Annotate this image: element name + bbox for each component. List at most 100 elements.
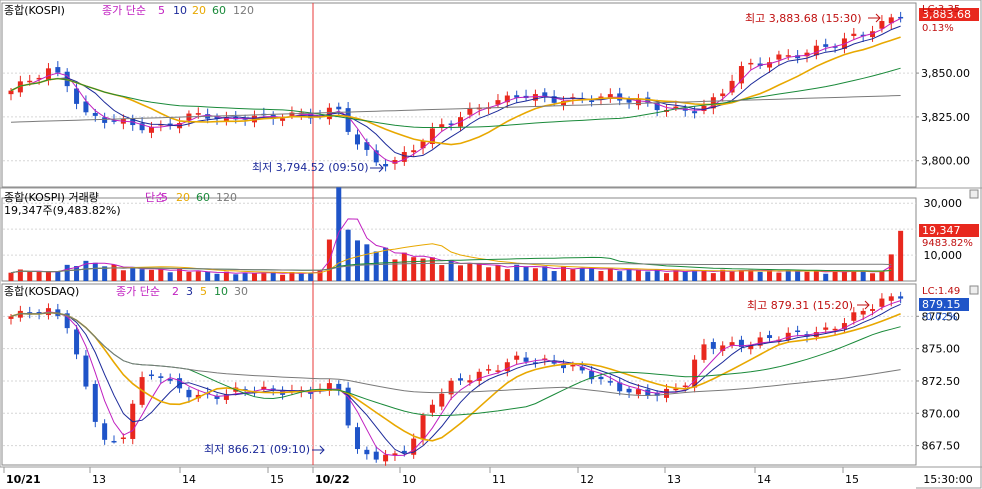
volume-bar: [429, 257, 435, 281]
volume-bar: [495, 264, 501, 281]
volume-bar: [261, 273, 267, 281]
kospi-ma-period-20: 20: [192, 4, 206, 17]
volume-bar: [45, 271, 51, 281]
volume-bar: [214, 273, 220, 281]
volume-bar: [36, 272, 42, 281]
volume-bar: [177, 269, 183, 281]
volume-bar: [148, 269, 154, 281]
volume-bar: [757, 271, 763, 281]
volume-bar: [823, 273, 829, 281]
kospi-ma-10: [10, 25, 901, 158]
volume-bar: [354, 240, 360, 281]
kospi-candle: [701, 99, 707, 115]
volume-bar: [832, 270, 838, 281]
volume-bar: [298, 273, 304, 281]
kosdaq-ma-period-30: 30: [234, 285, 248, 298]
kosdaq-last-value: 879.15: [922, 298, 961, 311]
kosdaq-candle: [514, 351, 520, 365]
panel-close-button[interactable]: [969, 189, 979, 199]
kosdaq-candle: [504, 358, 510, 377]
volume-bar: [467, 263, 473, 281]
kosdaq-candle: [738, 335, 744, 353]
volume-y-tick-2: 30,000: [924, 197, 963, 210]
kospi-low-arrow: [370, 163, 384, 173]
volume-bar: [888, 254, 894, 281]
panel-close-button[interactable]: [969, 285, 979, 295]
volume-bar: [411, 257, 417, 281]
kosdaq-candle: [598, 373, 604, 385]
kosdaq-ma-label: 종가 단순: [116, 285, 160, 298]
kosdaq-high-arrow: [857, 300, 870, 310]
kospi-ma-20: [10, 36, 901, 146]
kosdaq-candle: [92, 380, 98, 428]
kosdaq-y-tick-2: 872.50: [922, 375, 961, 388]
volume-bar: [870, 273, 876, 281]
volume-ma-period-20: 20: [176, 191, 190, 204]
kospi-last-box: [919, 8, 979, 21]
volume-bar: [130, 266, 136, 281]
volume-bar: [373, 251, 379, 281]
volume-bar: [448, 260, 454, 281]
volume-bar: [102, 266, 108, 281]
volume-bar: [551, 271, 557, 281]
volume-bar: [617, 271, 623, 281]
kospi-ma-period-10: 10: [173, 4, 187, 17]
kosdaq-candle: [476, 368, 482, 387]
kosdaq-lc: LC:1.49: [922, 286, 960, 297]
kosdaq-candle: [261, 381, 267, 393]
volume-bar: [561, 266, 567, 281]
kospi-candle: [738, 61, 744, 90]
kosdaq-candle: [757, 331, 763, 349]
volume-bar: [767, 269, 773, 281]
kosdaq-ma-period-2: 2: [172, 285, 179, 298]
kosdaq-y-tick-1: 870.00: [922, 407, 961, 420]
volume-bar: [336, 187, 342, 281]
volume-bars: [8, 187, 904, 281]
volume-bar: [654, 269, 660, 281]
kosdaq-y-tick-3: 875.00: [922, 343, 961, 356]
kospi-high-arrow: [868, 13, 881, 23]
volume-bar: [682, 271, 688, 281]
kospi-low-label: 최저 3,794.52 (09:50): [252, 161, 369, 174]
kosdaq-ma-period-5: 5: [200, 285, 207, 298]
kosdaq-candle: [167, 373, 173, 384]
panel-frame-k: [1, 2, 917, 188]
volume-bar: [879, 270, 885, 281]
kospi-candle: [542, 88, 548, 103]
volume-bar: [233, 274, 239, 281]
kospi-candle: [373, 144, 379, 166]
kospi-ma-5: [10, 18, 901, 164]
volume-bar: [532, 268, 538, 281]
volume-ma-period-60: 60: [196, 191, 210, 204]
volume-bar: [486, 267, 492, 281]
kosdaq-low-arrow: [312, 445, 325, 455]
kospi-candle: [888, 13, 894, 30]
kosdaq-high-label: 최고 879.31 (15:20): [747, 299, 853, 312]
volume-bar: [860, 270, 866, 281]
volume-bar: [364, 244, 370, 281]
kosdaq-candle: [74, 325, 80, 360]
kospi-candle: [532, 89, 538, 107]
kospi-candle: [55, 61, 61, 77]
kospi-candle: [813, 39, 819, 60]
kospi-ma-period-120: 120: [233, 4, 254, 17]
kosdaq-candle: [532, 358, 538, 368]
kospi-candle: [776, 50, 782, 66]
kospi-last-value: 3,883.68: [922, 8, 971, 21]
volume-y-tick-0: 10,000: [924, 249, 963, 262]
volume-bar: [748, 269, 754, 281]
kospi-candle: [102, 112, 108, 129]
kospi-candle: [729, 74, 735, 96]
kosdaq-candle: [326, 379, 332, 396]
volume-bar: [167, 272, 173, 281]
kosdaq-ma-30: [10, 312, 901, 397]
time-axis-bar: [0, 467, 916, 489]
kosdaq-candle: [851, 307, 857, 325]
volume-bar: [504, 269, 510, 281]
volume-bar: [120, 270, 126, 281]
volume-bar: [776, 272, 782, 281]
time-axis-label-6: 11: [492, 473, 506, 486]
kospi-candle: [495, 94, 501, 108]
